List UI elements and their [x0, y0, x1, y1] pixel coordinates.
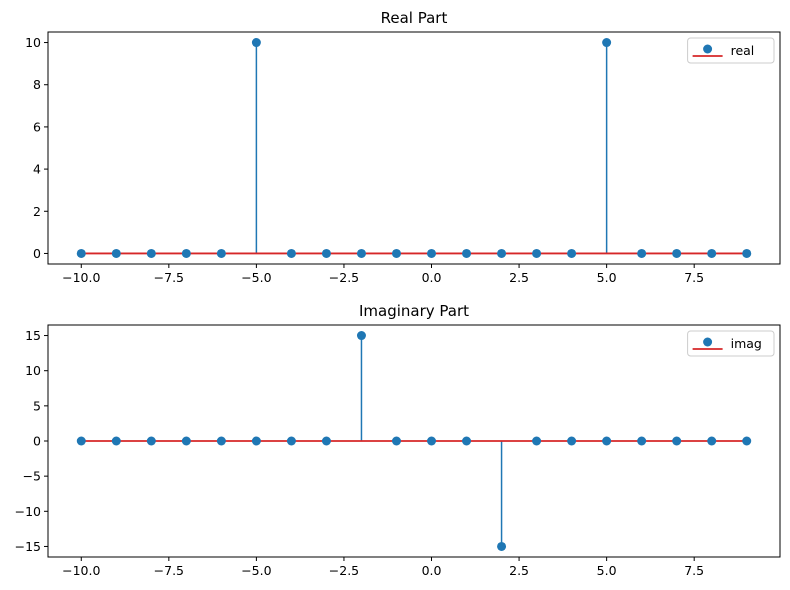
x-tick-label: −7.5 [154, 563, 184, 578]
y-tick-label: 10 [25, 35, 41, 50]
x-tick-label: 2.5 [509, 270, 529, 285]
x-tick-label: 5.0 [597, 563, 617, 578]
stem-marker [216, 436, 226, 446]
stem-marker [567, 436, 577, 446]
stem-marker [251, 436, 261, 446]
x-tick-label: 0.0 [422, 270, 442, 285]
stem-marker [462, 436, 472, 446]
stem-marker [532, 436, 542, 446]
stem-marker [391, 248, 401, 258]
legend: imag [687, 330, 775, 357]
stem-marker [356, 331, 366, 341]
stem-marker [181, 436, 191, 446]
stem-marker [462, 248, 472, 258]
y-tick-label: 2 [33, 204, 41, 219]
chart-real-part: Real Part −10.0 −7.5 −5.0 −2.5 0.0 2.5 5.0 7.5 0… [25, 9, 781, 285]
stem-marker [602, 436, 612, 446]
legend-marker-swatch [703, 44, 713, 54]
stem-marker [672, 248, 682, 258]
legend-marker-swatch [703, 337, 713, 347]
y-tick-label: 8 [33, 77, 41, 92]
stem-marker [356, 248, 366, 258]
y-tick-label: 4 [33, 162, 41, 177]
legend-label: real [731, 43, 755, 58]
stem-marker [146, 436, 156, 446]
stem-marker [286, 436, 296, 446]
x-tick-label: 5.0 [597, 270, 617, 285]
stem-marker [602, 38, 612, 48]
stem-marker [111, 248, 121, 258]
stem-marker [427, 436, 437, 446]
x-tick-label: −10.0 [62, 563, 100, 578]
stem-marker [427, 248, 437, 258]
x-tick-label: 2.5 [509, 563, 529, 578]
x-tick-label: 7.5 [684, 563, 704, 578]
chart-title: Imaginary Part [359, 302, 469, 320]
legend: real [687, 37, 775, 64]
x-tick-label: 0.0 [422, 563, 442, 578]
x-tick-label: −5.0 [241, 563, 271, 578]
stem-marker [76, 436, 86, 446]
stem-marker [286, 248, 296, 258]
y-tick-label: 0 [33, 246, 41, 261]
stem-marker [742, 436, 752, 446]
stem-marker [637, 248, 647, 258]
y-tick-label: 15 [25, 328, 41, 343]
y-tick-label: 6 [33, 119, 41, 134]
stem-marker [251, 38, 261, 48]
y-tick-label: −15 [15, 539, 41, 554]
x-tick-label: −7.5 [154, 270, 184, 285]
x-tick-label: −2.5 [329, 563, 359, 578]
x-tick-label: −5.0 [241, 270, 271, 285]
axes-frame [47, 31, 781, 265]
y-tick-label: −5 [23, 469, 41, 484]
x-tick-label: −2.5 [329, 270, 359, 285]
x-tick-label: 7.5 [684, 270, 704, 285]
y-tick-label: −10 [15, 504, 41, 519]
stem-marker [321, 248, 331, 258]
stem-marker [672, 436, 682, 446]
stem-marker [532, 248, 542, 258]
stem-marker [321, 436, 331, 446]
stem-marker [497, 248, 507, 258]
y-tick-label: 0 [33, 434, 41, 449]
legend-label: imag [731, 336, 762, 351]
y-tick-label: 5 [33, 398, 41, 413]
x-tick-label: −10.0 [62, 270, 100, 285]
chart-title: Real Part [381, 9, 448, 27]
stem-marker [637, 436, 647, 446]
stem-marker [216, 248, 226, 258]
stem-marker [707, 436, 717, 446]
stem-marker [742, 248, 752, 258]
stem-marker [76, 248, 86, 258]
stem-marker [567, 248, 577, 258]
stem-marker [497, 541, 507, 551]
stem-marker [146, 248, 156, 258]
stem-marker [707, 248, 717, 258]
stem-marker [181, 248, 191, 258]
stem-marker [391, 436, 401, 446]
y-tick-label: 10 [25, 363, 41, 378]
stem-marker [111, 436, 121, 446]
chart-imaginary-part: Imaginary Part −10.0 −7.5 −5.0 −2.5 0.0 2.5 5.… [15, 302, 781, 578]
